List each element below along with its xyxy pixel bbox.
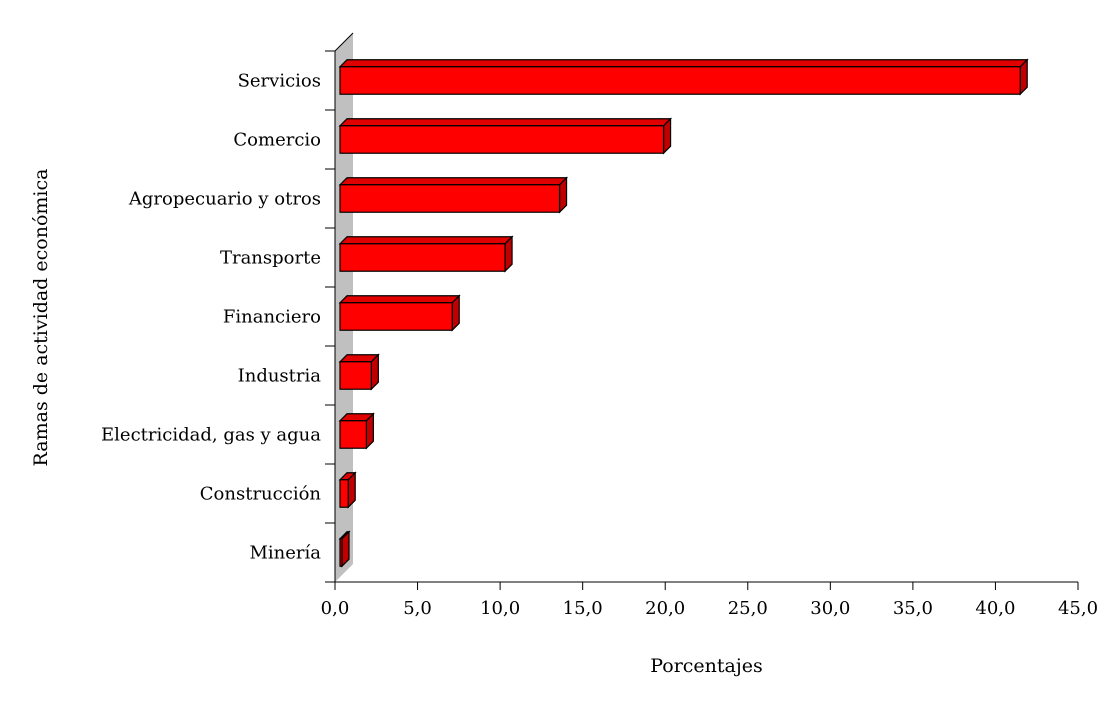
- bar-top-face: [338, 236, 514, 245]
- bar: [338, 176, 568, 214]
- chart-bars: [338, 58, 1029, 568]
- x-tick-label: 40,0: [975, 598, 1015, 619]
- bar-front-face: [339, 361, 372, 390]
- x-tick-label: 35,0: [893, 598, 933, 619]
- bar-front-face: [339, 302, 453, 331]
- x-tick-label: 25,0: [728, 598, 768, 619]
- category-label: Servicios: [238, 71, 321, 92]
- bar: [338, 294, 461, 332]
- category-label: Financiero: [223, 307, 321, 328]
- x-tick-label: 10,0: [480, 598, 520, 619]
- x-axis-title: Porcentajes: [650, 655, 763, 677]
- x-tick-label: 45,0: [1058, 598, 1098, 619]
- bar: [338, 117, 673, 155]
- bar: [338, 353, 380, 391]
- x-tick-label: 20,0: [645, 598, 685, 619]
- category-label: Transporte: [220, 248, 321, 269]
- category-label: Construcción: [200, 484, 322, 505]
- bar-side-face: [504, 235, 513, 273]
- bar: [338, 235, 514, 273]
- bar: [338, 58, 1029, 96]
- wall-top-edge: [334, 32, 354, 52]
- bar: [338, 530, 351, 568]
- bar: [338, 471, 357, 509]
- bar-top-face: [338, 177, 568, 186]
- x-tick-labels: 0,0 5,0 10,0 15,0 20,0 25,0 30,0 35,0 40,0 45,0: [321, 598, 1098, 619]
- category-label: Minería: [249, 543, 321, 564]
- bar-side-face: [365, 412, 374, 450]
- chart-axes: [325, 50, 1079, 590]
- x-tick-label: 15,0: [563, 598, 603, 619]
- bar: [338, 412, 375, 450]
- bar-side-face: [1019, 58, 1028, 96]
- category-label: Industria: [238, 366, 322, 387]
- bar-front-face: [339, 243, 506, 272]
- bar-top-face: [338, 59, 1029, 68]
- x-tick-label: 0,0: [321, 598, 350, 619]
- bar-side-face: [558, 176, 568, 214]
- bar-top-face: [338, 118, 673, 127]
- bar-side-face: [370, 353, 379, 391]
- x-tick-label: 5,0: [403, 598, 432, 619]
- category-label: Electricidad, gas y agua: [101, 425, 321, 446]
- y-axis-title: Ramas de actividad económica: [30, 169, 52, 467]
- bar-side-face: [341, 530, 350, 568]
- bar-front-face: [339, 125, 665, 154]
- bar-front-face: [339, 184, 561, 213]
- category-label: Agropecuario y otros: [128, 189, 321, 210]
- category-labels: Servicios Comercio Agropecuario y otros Tra…: [101, 71, 321, 564]
- bar-side-face: [347, 471, 356, 509]
- x-tick-label: 30,0: [810, 598, 850, 619]
- bar-top-face: [338, 295, 461, 304]
- bar-front-face: [339, 479, 349, 508]
- bar-front-face: [339, 420, 367, 449]
- bar-front-face: [339, 66, 1021, 95]
- bar-front-face: [339, 538, 343, 567]
- category-label: Comercio: [233, 130, 321, 151]
- bar-side-face: [662, 117, 672, 155]
- bar-side-face: [451, 294, 460, 332]
